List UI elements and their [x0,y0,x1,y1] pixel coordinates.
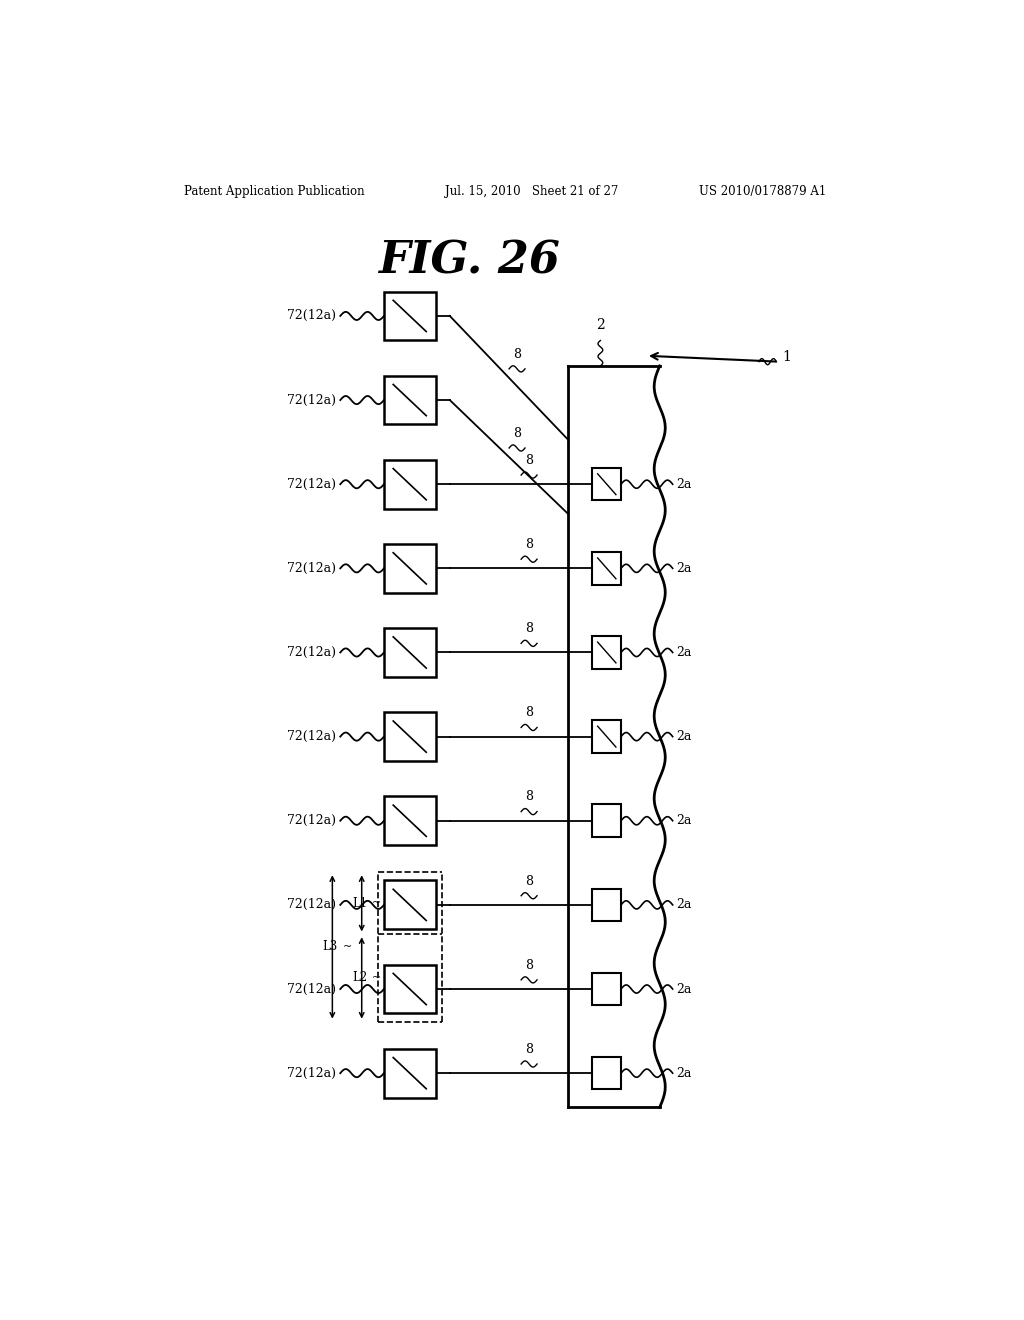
Text: 72(12a): 72(12a) [288,982,336,995]
Bar [384,544,435,593]
Text: 8: 8 [513,426,521,440]
Text: 72(12a): 72(12a) [288,899,336,911]
Bar [384,459,435,508]
Bar [593,1057,622,1089]
Bar [593,804,622,837]
Text: 2a: 2a [677,730,692,743]
Text: 72(12a): 72(12a) [288,478,336,491]
Text: 8: 8 [525,1043,534,1056]
Text: 2a: 2a [677,982,692,995]
Bar [384,1049,435,1097]
Text: 72(12a): 72(12a) [288,562,336,574]
Text: 72(12a): 72(12a) [288,814,336,828]
Text: 2a: 2a [677,562,692,574]
Text: ~: ~ [343,942,352,952]
Text: Jul. 15, 2010   Sheet 21 of 27: Jul. 15, 2010 Sheet 21 of 27 [445,185,618,198]
Text: 8: 8 [525,454,534,467]
Text: 8: 8 [525,539,534,550]
Text: 2a: 2a [677,478,692,491]
Text: 2a: 2a [677,814,692,828]
Text: US 2010/0178879 A1: US 2010/0178879 A1 [699,185,826,198]
Text: FIG. 26: FIG. 26 [378,240,560,282]
Bar [593,469,622,500]
Text: 8: 8 [525,622,534,635]
Bar [593,973,622,1006]
Text: 2a: 2a [677,1067,692,1080]
Text: L1: L1 [352,896,368,909]
Text: L3: L3 [323,940,338,953]
Bar [384,713,435,762]
Text: 8: 8 [525,706,534,719]
Bar [384,292,435,341]
Bar [384,376,435,425]
Bar [593,888,622,921]
Text: 2a: 2a [677,645,692,659]
Text: 8: 8 [525,958,534,972]
Text: 1: 1 [782,350,792,363]
Text: 8: 8 [525,875,534,887]
Text: ~: ~ [372,973,381,983]
Bar [593,721,622,752]
Text: 72(12a): 72(12a) [288,393,336,407]
Bar [384,965,435,1014]
Text: 72(12a): 72(12a) [288,730,336,743]
Text: 8: 8 [513,347,521,360]
Text: L2: L2 [352,972,368,985]
Bar [593,552,622,585]
Text: ~: ~ [372,899,381,908]
Bar [593,636,622,669]
Text: 72(12a): 72(12a) [288,309,336,322]
Text: 8: 8 [525,791,534,804]
Bar [384,628,435,677]
Text: Patent Application Publication: Patent Application Publication [183,185,365,198]
Text: 2a: 2a [677,899,692,911]
Text: 72(12a): 72(12a) [288,1067,336,1080]
Text: 2: 2 [596,318,605,333]
Text: 72(12a): 72(12a) [288,645,336,659]
Bar [384,796,435,845]
Bar [384,880,435,929]
